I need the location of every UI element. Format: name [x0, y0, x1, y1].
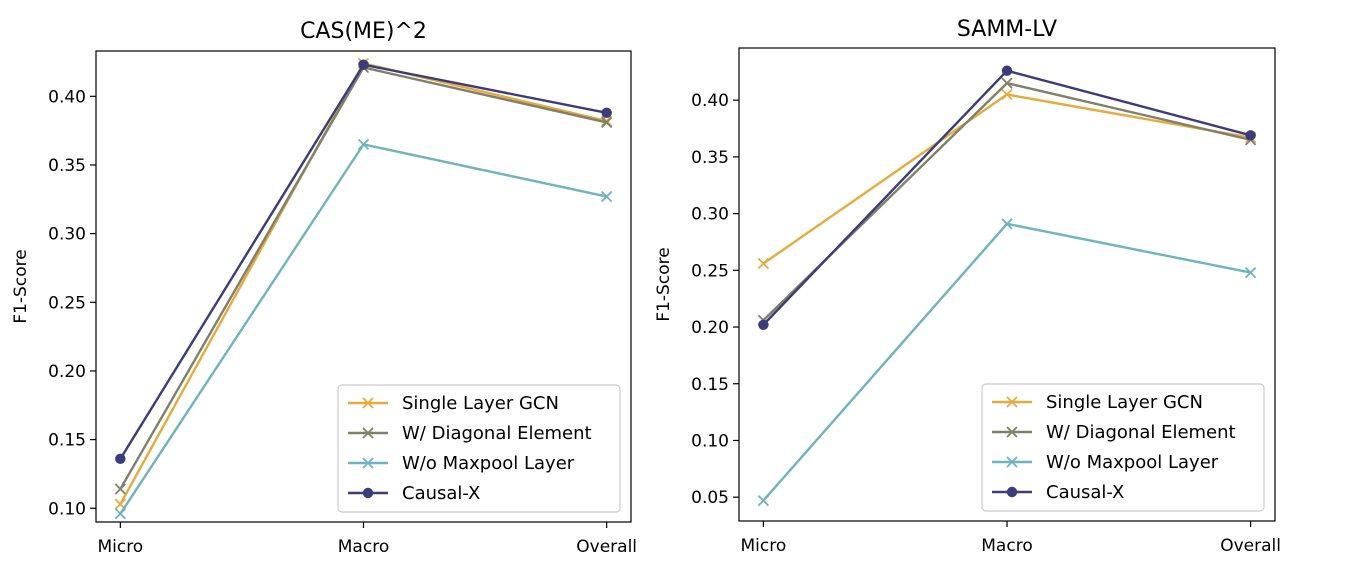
- plot-frame: [95, 50, 632, 523]
- legend-marker: [1006, 426, 1018, 438]
- y-tick-label: 0.35: [48, 156, 86, 176]
- legend-marker: [1006, 486, 1018, 498]
- data-point: [114, 508, 126, 520]
- legend-marker: [1006, 456, 1018, 468]
- chart-title: SAMM-LV: [957, 17, 1057, 42]
- data-point: [758, 319, 769, 330]
- x-tick-label: Micro: [97, 537, 143, 557]
- data-point: [358, 59, 369, 70]
- y-tick-label: 0.25: [691, 261, 729, 281]
- legend: Single Layer GCN W/ Diagonal Element W/o M…: [981, 383, 1265, 512]
- x-tick-label: Overall: [576, 537, 637, 557]
- y-tick-label: 0.20: [691, 318, 729, 338]
- legend-marker: [362, 457, 374, 469]
- series-line: [762, 69, 1251, 326]
- legend-box: [981, 383, 1265, 512]
- y-tick-label: 0.15: [691, 375, 729, 395]
- chart-panel-1: SAMM-LV F1-Score 0.05 0.10 0.15 0.20 0.25 0.30 0…: [654, 17, 1281, 556]
- legend-marker: [362, 487, 374, 499]
- data-point: [757, 257, 770, 270]
- plot-frame: [738, 47, 1276, 522]
- chart-title: CAS(ME)^2: [300, 19, 427, 44]
- legend-label: Single Layer GCN: [1046, 392, 1203, 413]
- series-3: [758, 65, 1256, 330]
- y-axis-label: F1-Score: [654, 247, 674, 321]
- data-point: [1244, 266, 1257, 279]
- data-point: [601, 115, 613, 127]
- y-tick-label: 0.25: [48, 293, 86, 313]
- y-axis-label: F1-Score: [11, 249, 31, 323]
- data-point: [601, 107, 612, 118]
- y-tick-label: 0.10: [48, 499, 86, 519]
- data-point: [1001, 77, 1013, 89]
- series-2: [757, 218, 1257, 507]
- legend-label: Causal-X: [1046, 482, 1124, 503]
- x-tick-label: Micro: [741, 536, 787, 556]
- series-2: [114, 138, 613, 520]
- x-tick-label: Macro: [338, 537, 389, 557]
- y-tick-label: 0.20: [48, 362, 86, 382]
- legend-label: Causal-X: [402, 483, 480, 504]
- data-point: [115, 453, 126, 465]
- series-line: [762, 81, 1251, 322]
- legend-label: Single Layer GCN: [402, 393, 559, 414]
- x-tick-label: Macro: [981, 536, 1032, 556]
- y-tick-label: 0.40: [48, 87, 86, 107]
- series-1: [757, 77, 1257, 326]
- data-point: [114, 483, 126, 495]
- y-tick-label: 0.35: [691, 148, 729, 168]
- legend: Single Layer GCN W/ Diagonal Element W/o M…: [337, 384, 621, 513]
- y-tick-label: 0.10: [691, 431, 729, 451]
- legend-box: [337, 384, 621, 513]
- legend-marker: [362, 397, 374, 409]
- legend-label: W/ Diagonal Element: [1046, 422, 1236, 443]
- y-tick-label: 0.30: [691, 205, 729, 225]
- data-point: [357, 138, 370, 151]
- y-tick-label: 0.15: [48, 431, 86, 451]
- data-point: [601, 116, 613, 129]
- series-line: [762, 93, 1251, 265]
- chart-panel-0: CAS(ME)^2 F1-Score 0.10 0.15 0.20 0.25 0.30 0.3…: [11, 19, 637, 557]
- legend-label: W/o Maxpool Layer: [1046, 452, 1219, 473]
- legend-marker: [362, 427, 374, 439]
- legend-label: W/ Diagonal Element: [402, 423, 592, 444]
- legend-label: W/o Maxpool Layer: [402, 453, 575, 474]
- data-point: [601, 190, 613, 203]
- series-3: [115, 59, 612, 465]
- y-tick-label: 0.40: [691, 91, 729, 111]
- legend-marker: [1006, 396, 1018, 408]
- data-point: [1001, 65, 1013, 76]
- y-tick-label: 0.05: [691, 488, 729, 508]
- data-point: [757, 494, 770, 507]
- data-point: [1001, 218, 1013, 230]
- y-tick-label: 0.30: [48, 225, 86, 245]
- data-point: [1001, 88, 1013, 101]
- x-tick-label: Overall: [1220, 536, 1281, 556]
- data-point: [1245, 130, 1256, 141]
